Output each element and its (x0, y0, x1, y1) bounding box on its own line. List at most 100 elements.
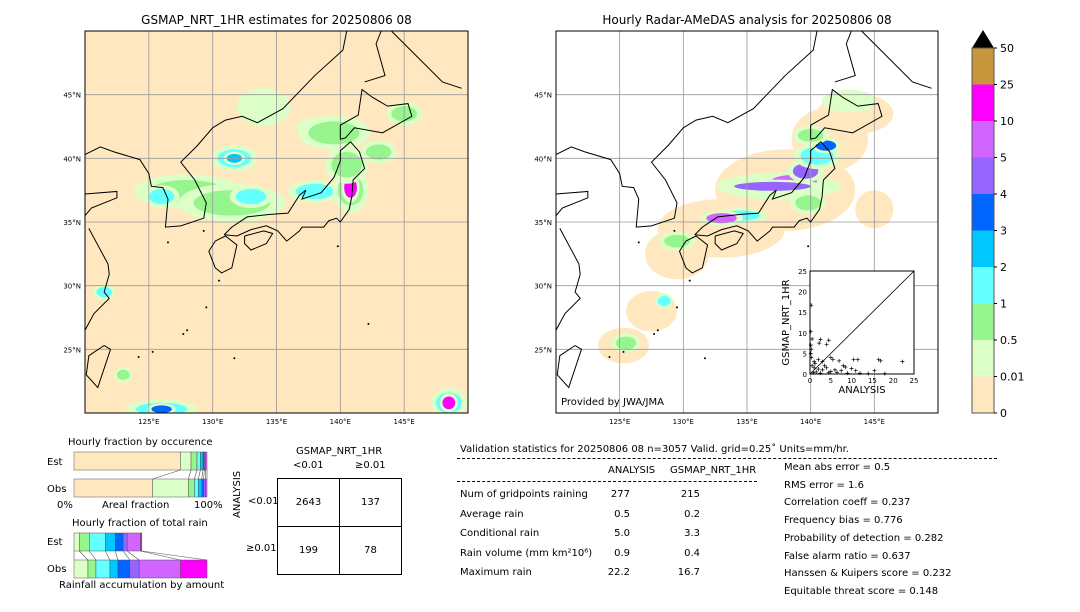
lat-tick-label: 30°N (534, 283, 552, 291)
score-3: Frequency bias = 0.776 (784, 515, 903, 527)
coastline (714, 230, 744, 251)
colorbar-label: 0.01 (1000, 371, 1025, 384)
occ-100-tick: 100% (194, 500, 223, 511)
connector-line (152, 469, 181, 480)
island (151, 350, 154, 353)
coastline (85, 190, 118, 216)
island (807, 245, 810, 248)
island (688, 279, 691, 282)
colorbar-label: 3 (1000, 225, 1007, 238)
colorbar-segment (972, 376, 994, 413)
lon-tick-label: 130°E (202, 418, 223, 426)
rain-area (148, 188, 175, 205)
scatter-point (855, 357, 860, 362)
stats-row-3-a: 0.9 (614, 547, 630, 559)
connector-line (140, 550, 181, 561)
bar-segment (180, 451, 192, 471)
island (653, 333, 656, 336)
colorbar-extend-arrow (972, 30, 994, 48)
stats-row-2-a: 5.0 (614, 528, 630, 539)
bar-segment (126, 532, 141, 552)
right-map-title: Hourly Radar-AMeDAS analysis for 2025080… (602, 13, 892, 27)
rain-obs-label: Obs (47, 564, 67, 575)
scatter-point (872, 368, 877, 373)
bar-segment (73, 478, 153, 498)
scatter-point (822, 363, 827, 368)
cell-tn: 2643 (277, 478, 340, 527)
stats-row-1-g: 0.2 (684, 508, 700, 520)
bar-segment (152, 478, 189, 498)
scatter-point (812, 361, 817, 366)
scatter-point (828, 355, 833, 360)
scatter-point (818, 371, 823, 376)
scatter-point (824, 342, 829, 347)
island (336, 245, 339, 248)
bar-segment (198, 478, 202, 498)
scatter-ytick: 0 (803, 371, 807, 379)
lat-tick-label: 25°N (534, 346, 552, 354)
lat-tick-label: 35°N (63, 219, 81, 227)
scatter-point (837, 358, 842, 363)
coastline (208, 235, 238, 274)
cell-fp: 137 (339, 478, 402, 527)
scatter-xlabel: ANALYSIS (838, 385, 885, 396)
bar-segment (114, 532, 124, 552)
scatter-point (808, 343, 813, 348)
colorbar-segment (972, 267, 994, 304)
bar-segment (205, 478, 208, 498)
score-5: False alarm ratio = 0.637 (784, 550, 911, 562)
island (367, 322, 370, 325)
colorbar-segment (972, 157, 994, 194)
stats-row-4-g: 16.7 (677, 567, 700, 578)
colorbar-segment (972, 340, 994, 377)
rain-area (295, 183, 334, 200)
row-label-ge: ≥0.01 (246, 543, 277, 554)
lon-tick-label: 145°E (394, 418, 415, 426)
colorbar-label: 5 (1000, 152, 1007, 165)
colorbar-label: 25 (1000, 79, 1014, 92)
coastline (810, 88, 883, 140)
row-label-lt: <0.01 (248, 496, 279, 507)
coastline (834, 31, 856, 83)
colorbar-label: 2 (1000, 261, 1007, 274)
occ-est-label: Est (47, 457, 63, 468)
bar-segment (117, 559, 131, 579)
colorbar-label: 0.5 (1000, 334, 1018, 347)
bar-segment (105, 532, 116, 552)
island (622, 350, 625, 353)
colorbar-segment (972, 84, 994, 121)
scatter-xtick: 25 (910, 377, 919, 385)
scatter-point (810, 363, 815, 368)
scatter-point (826, 338, 831, 343)
island (182, 333, 185, 336)
lon-tick-label: 140°E (330, 418, 351, 426)
col-label-ge: ≥0.01 (355, 460, 386, 471)
island (675, 306, 678, 309)
left-map-title: GSMAP_NRT_1HR estimates for 20250806 08 (141, 13, 412, 27)
score-2: Correlation coeff = 0.237 (784, 497, 911, 509)
scatter-point (839, 368, 844, 373)
rain-area (657, 295, 671, 307)
island (186, 329, 189, 332)
stats-row-0-g: 215 (680, 489, 700, 500)
scatter-point (876, 357, 881, 362)
colorbar-segment (972, 303, 994, 340)
colorbar-segment (972, 230, 994, 267)
scatter-point (843, 364, 848, 369)
rain-area (734, 181, 811, 191)
scatter-point (878, 358, 883, 363)
coastline (244, 230, 274, 251)
coastline (391, 31, 462, 89)
occ-0-tick: 0% (57, 500, 73, 511)
occurrence-title: Hourly fraction by occurence (68, 437, 213, 448)
scatter-point (824, 365, 829, 370)
cell-tp: 78 (339, 526, 402, 575)
score-4: Probability of detection = 0.282 (784, 532, 944, 544)
scatter-point (818, 337, 823, 342)
rain-bars (73, 532, 208, 579)
stats-row-3-label: Rain volume (mm km²10⁶) (460, 547, 593, 559)
coastline (85, 31, 348, 228)
scatter-point (809, 303, 814, 308)
scatter-point (812, 359, 817, 364)
connector-line (122, 550, 131, 561)
